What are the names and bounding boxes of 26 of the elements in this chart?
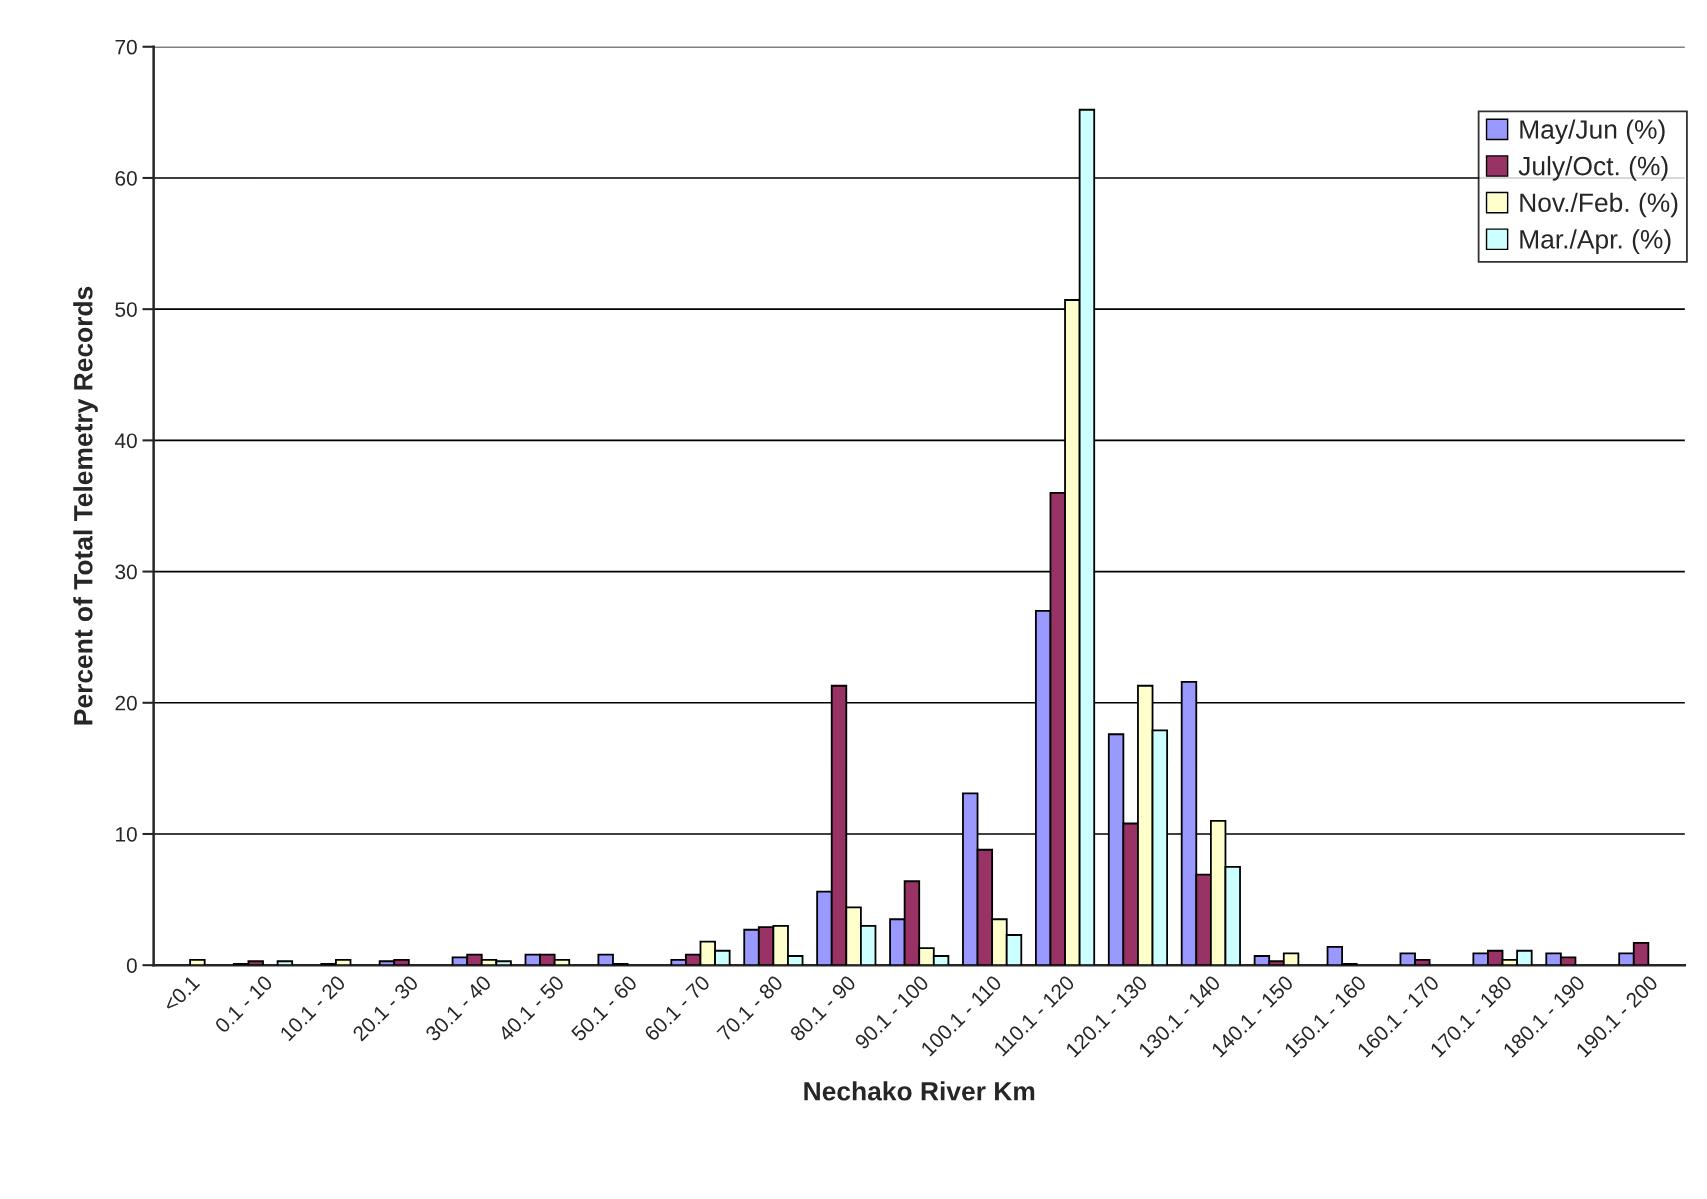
- x-tick-label: <0.1: [162, 974, 201, 1013]
- x-tick-label: 40.1 - 50: [497, 974, 565, 1043]
- x-tick-label: 70.1 - 80: [716, 974, 784, 1042]
- x-axis-title: Nechako River Km: [804, 1081, 1035, 1101]
- legend-label: Mar./Apr. (%): [1520, 229, 1671, 254]
- y-tick-label: 40: [114, 433, 137, 449]
- y-tick-label: 70: [115, 39, 137, 55]
- y-tick-label: 0: [126, 958, 137, 973]
- y-tick-label: 10: [116, 826, 137, 842]
- x-tick-label: 10.1 - 20: [279, 974, 347, 1042]
- y-tick-label: 20: [115, 695, 137, 711]
- x-tick-label: 0.1 - 10: [214, 974, 274, 1034]
- legend-label: May/Jun (%): [1520, 119, 1665, 145]
- legend-label: Nov./Feb. (%): [1520, 192, 1678, 218]
- legend-label: July/Oct. (%): [1518, 156, 1668, 181]
- y-tick-label: 50: [115, 302, 137, 317]
- x-tick-label: 80.1 - 90: [789, 974, 857, 1042]
- bar: [189, 959, 206, 966]
- y-tick-label: 30: [115, 564, 137, 580]
- x-tick-label: 20.1 - 30: [351, 974, 420, 1042]
- x-tick-label: 60.1 - 70: [643, 974, 711, 1042]
- y-tick-label: 60: [115, 170, 137, 186]
- y-axis-title: Percent of Total Telemetry Records: [73, 286, 98, 725]
- x-tick-label: 50.1 - 60: [570, 974, 638, 1042]
- x-tick-label: 30.1 - 40: [424, 974, 492, 1042]
- bar: [276, 960, 294, 966]
